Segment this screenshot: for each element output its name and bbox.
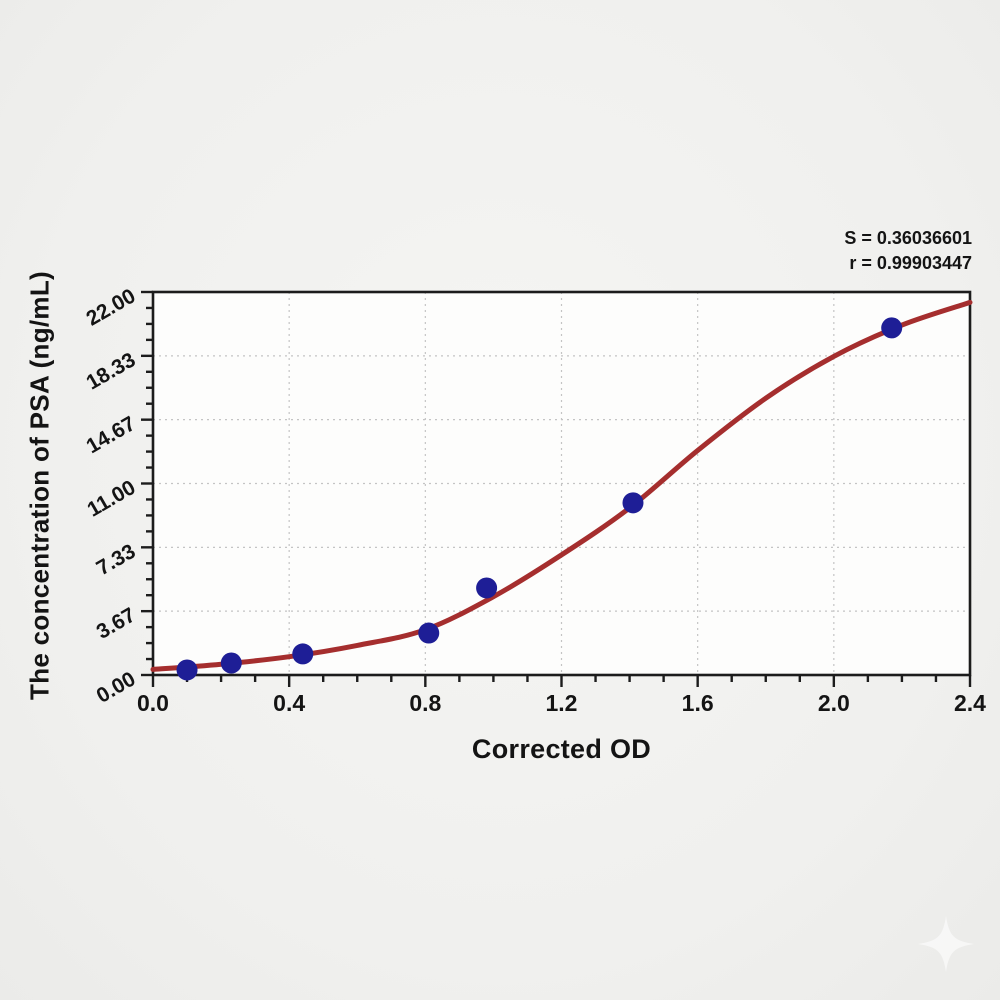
y-tick-label: 14.67 bbox=[82, 412, 139, 458]
data-point bbox=[292, 643, 314, 665]
y-tick-label: 18.33 bbox=[82, 348, 139, 394]
data-point bbox=[418, 622, 440, 644]
fitted-curve bbox=[150, 299, 973, 672]
x-tick-label: 2.0 bbox=[818, 690, 850, 716]
data-point bbox=[176, 659, 198, 681]
y-tick-label: 0.00 bbox=[93, 667, 140, 707]
fit-statistic-r-value: r = 0.99903447 bbox=[849, 253, 972, 273]
y-tick-label: 7.33 bbox=[93, 540, 140, 580]
x-tick-label: 1.6 bbox=[682, 690, 714, 716]
x-tick-label: 0.4 bbox=[273, 690, 305, 716]
y-tick-label: 3.67 bbox=[93, 604, 140, 644]
x-tick-label: 2.4 bbox=[954, 690, 986, 716]
data-point bbox=[220, 652, 242, 674]
x-tick-label: 0.0 bbox=[137, 690, 169, 716]
data-point bbox=[881, 317, 903, 339]
y-tick-label: 11.00 bbox=[83, 476, 139, 522]
data-point bbox=[476, 577, 498, 599]
fit-statistic-s-value: S = 0.36036601 bbox=[844, 228, 972, 248]
data-point bbox=[622, 492, 644, 514]
x-axis-title: Corrected OD bbox=[471, 734, 652, 764]
fit-statistics: S = 0.36036601 r = 0.99903447 bbox=[844, 226, 972, 276]
y-axis-title: The concentration of PSA (ng/mL) bbox=[24, 271, 55, 700]
y-tick-label: 22.00 bbox=[82, 284, 139, 330]
x-tick-label: 0.8 bbox=[409, 690, 441, 716]
plot-border bbox=[151, 290, 972, 677]
x-tick-label: 1.2 bbox=[546, 690, 578, 716]
